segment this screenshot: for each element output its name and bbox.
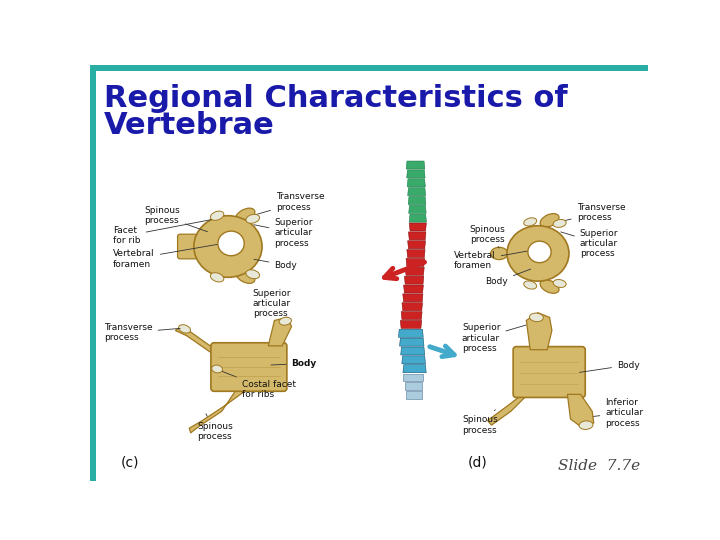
Ellipse shape bbox=[528, 241, 551, 262]
Text: Vertebrae: Vertebrae bbox=[104, 111, 275, 140]
Polygon shape bbox=[409, 205, 426, 213]
Polygon shape bbox=[406, 161, 425, 169]
Polygon shape bbox=[408, 187, 426, 195]
Polygon shape bbox=[526, 313, 552, 350]
Text: Inferior
articular
process: Inferior articular process bbox=[588, 398, 644, 428]
Polygon shape bbox=[406, 392, 422, 399]
Bar bbox=[90, 65, 96, 481]
Polygon shape bbox=[567, 394, 594, 428]
Text: Transverse
process: Transverse process bbox=[249, 192, 325, 217]
Polygon shape bbox=[189, 388, 249, 433]
Text: Body: Body bbox=[254, 259, 297, 269]
Text: Body: Body bbox=[271, 359, 317, 368]
FancyBboxPatch shape bbox=[513, 347, 585, 397]
Text: Superior
articular
process: Superior articular process bbox=[462, 323, 526, 353]
Polygon shape bbox=[400, 320, 422, 328]
Text: Spinous
process: Spinous process bbox=[197, 414, 233, 441]
Ellipse shape bbox=[490, 247, 508, 260]
Text: Transverse
process: Transverse process bbox=[558, 203, 626, 222]
Text: (c): (c) bbox=[121, 456, 140, 470]
Polygon shape bbox=[402, 303, 423, 310]
Polygon shape bbox=[409, 214, 426, 222]
Polygon shape bbox=[401, 312, 422, 320]
Polygon shape bbox=[175, 327, 218, 357]
Ellipse shape bbox=[212, 365, 222, 373]
Ellipse shape bbox=[579, 421, 593, 429]
Polygon shape bbox=[406, 259, 425, 266]
Text: Slide  7.7e: Slide 7.7e bbox=[558, 459, 640, 473]
Text: Costal facet
for ribs: Costal facet for ribs bbox=[220, 371, 296, 400]
Polygon shape bbox=[401, 347, 425, 355]
Ellipse shape bbox=[553, 219, 566, 227]
Polygon shape bbox=[405, 276, 424, 284]
Text: Superior
articular
process: Superior articular process bbox=[253, 288, 292, 323]
Bar bbox=[90, 65, 648, 71]
Ellipse shape bbox=[529, 313, 544, 322]
Polygon shape bbox=[487, 385, 534, 425]
Ellipse shape bbox=[235, 208, 255, 224]
Polygon shape bbox=[405, 382, 423, 390]
Polygon shape bbox=[408, 232, 426, 240]
Polygon shape bbox=[409, 223, 426, 231]
Text: Body: Body bbox=[485, 269, 531, 286]
Text: Spinous
process: Spinous process bbox=[462, 410, 498, 435]
Text: Vertebral
foramen: Vertebral foramen bbox=[113, 242, 229, 268]
Text: Transverse
process: Transverse process bbox=[104, 323, 180, 342]
FancyBboxPatch shape bbox=[211, 343, 287, 391]
Polygon shape bbox=[407, 170, 425, 178]
Polygon shape bbox=[404, 285, 423, 293]
Polygon shape bbox=[405, 267, 424, 275]
Text: Body: Body bbox=[580, 361, 640, 373]
Ellipse shape bbox=[540, 280, 559, 293]
Text: Regional Characteristics of: Regional Characteristics of bbox=[104, 84, 567, 113]
Ellipse shape bbox=[507, 226, 569, 281]
Ellipse shape bbox=[218, 231, 244, 256]
Ellipse shape bbox=[210, 211, 224, 220]
Polygon shape bbox=[398, 329, 423, 338]
Text: Spinous
process: Spinous process bbox=[144, 206, 207, 232]
Ellipse shape bbox=[235, 268, 255, 284]
Polygon shape bbox=[408, 179, 426, 187]
Polygon shape bbox=[403, 374, 423, 381]
Text: Facet
for rib: Facet for rib bbox=[113, 219, 213, 246]
Text: (d): (d) bbox=[468, 456, 488, 470]
Polygon shape bbox=[408, 197, 426, 205]
Polygon shape bbox=[402, 294, 423, 302]
Ellipse shape bbox=[246, 270, 260, 279]
Polygon shape bbox=[400, 338, 424, 346]
Polygon shape bbox=[408, 241, 426, 249]
Ellipse shape bbox=[194, 215, 262, 278]
Ellipse shape bbox=[279, 318, 292, 325]
Text: Superior
articular
process: Superior articular process bbox=[561, 228, 618, 258]
Polygon shape bbox=[269, 318, 292, 346]
Polygon shape bbox=[402, 356, 426, 364]
Text: Spinous
process: Spinous process bbox=[469, 225, 505, 248]
Polygon shape bbox=[403, 364, 426, 373]
Ellipse shape bbox=[553, 280, 566, 287]
FancyBboxPatch shape bbox=[178, 234, 199, 259]
Text: Vertebral
foramen: Vertebral foramen bbox=[454, 250, 533, 270]
Ellipse shape bbox=[523, 281, 536, 289]
Ellipse shape bbox=[210, 273, 224, 282]
Ellipse shape bbox=[246, 214, 260, 223]
Ellipse shape bbox=[523, 218, 536, 226]
Ellipse shape bbox=[179, 325, 191, 333]
Polygon shape bbox=[407, 249, 425, 258]
Ellipse shape bbox=[540, 214, 559, 227]
Text: Superior
articular
process: Superior articular process bbox=[254, 218, 313, 247]
